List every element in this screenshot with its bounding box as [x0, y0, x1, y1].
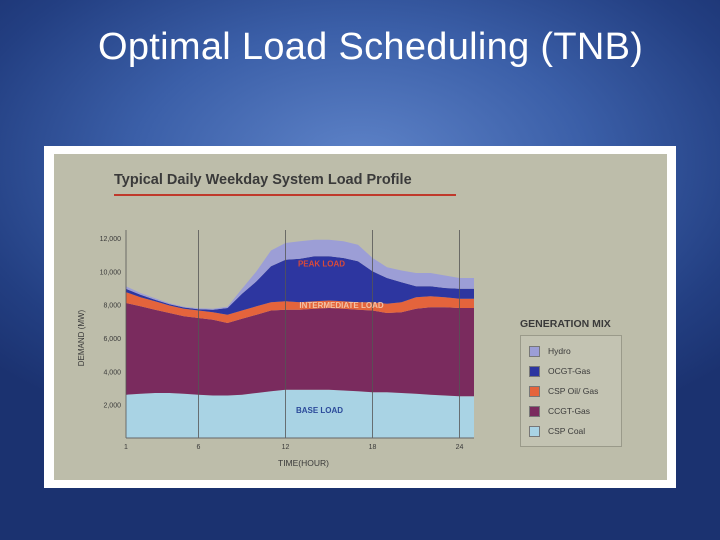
legend-item: OCGT-Gas [529, 364, 591, 378]
slide-title: Optimal Load Scheduling (TNB) [98, 26, 644, 68]
y-tick-label: 6,000 [103, 336, 121, 343]
legend-item: CCGT-Gas [529, 404, 590, 418]
area-ocgt-gas [126, 256, 474, 315]
legend-swatch [529, 345, 540, 357]
legend: Hydro OCGT-Gas CSP Oil/ Gas CCGT-Gas CSP Coa… [520, 335, 622, 447]
x-tick-label: 24 [456, 444, 464, 451]
legend-swatch [529, 425, 540, 437]
x-axis-label: TIME(HOUR) [278, 458, 329, 468]
annotation-base-load: BASE LOAD [296, 406, 343, 415]
area-ccgt-gas [126, 303, 474, 397]
y-tick-label: 10,000 [100, 269, 122, 276]
y-axis-label: DEMAND (MW) [77, 309, 86, 366]
legend-title: GENERATION MIX [520, 318, 611, 330]
legend-item: CSP Oil/ Gas [529, 384, 598, 398]
chart-title: Typical Daily Weekday System Load Profil… [114, 172, 412, 188]
legend-item: Hydro [529, 344, 571, 358]
annotation-intermediate-load: INTERMEDIATE LOAD [299, 301, 384, 310]
legend-swatch [529, 365, 540, 377]
x-tick-label: 6 [197, 444, 201, 451]
load-profile-chart: 2,000 4,000 6,000 8,000 10,000 12,000 1 6 12 18 24… [77, 230, 474, 468]
y-tick-label: 4,000 [103, 369, 121, 376]
y-tick-label: 8,000 [103, 303, 121, 310]
area-csp-coal [126, 389, 474, 438]
legend-label: CCGT-Gas [548, 406, 591, 416]
annotation-peak-load: PEAK LOAD [298, 259, 345, 268]
legend-label: OCGT-Gas [548, 366, 591, 376]
title-underline [114, 194, 456, 196]
area-csp-oil-gas [126, 292, 474, 323]
x-tick-label: 12 [282, 444, 290, 451]
legend-label: Hydro [548, 346, 571, 356]
y-tick-label: 2,000 [103, 403, 121, 410]
y-tick-label: 12,000 [100, 236, 122, 243]
legend-item: CSP Coal [529, 424, 585, 438]
legend-label: CSP Oil/ Gas [548, 386, 599, 396]
chart-frame: 2,000 4,000 6,000 8,000 10,000 12,000 1 6 12 18 24… [44, 146, 676, 488]
legend-swatch [529, 405, 540, 417]
x-tick-label: 18 [369, 444, 377, 451]
legend-swatch [529, 385, 540, 397]
legend-label: CSP Coal [548, 426, 586, 436]
x-tick-label: 1 [124, 444, 128, 451]
area-hydro [126, 239, 474, 310]
load-profile-figure: 2,000 4,000 6,000 8,000 10,000 12,000 1 6 12 18 24… [54, 154, 667, 480]
